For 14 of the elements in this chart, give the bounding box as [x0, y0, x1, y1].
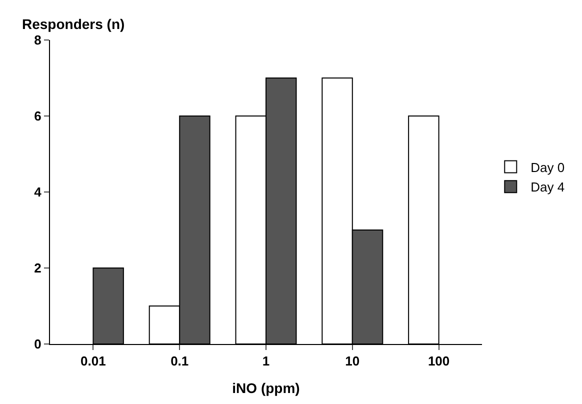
y-axis-title: Responders (n) — [22, 16, 125, 32]
y-tick-label: 2 — [34, 260, 42, 276]
y-tick-label: 6 — [34, 108, 42, 124]
x-tick-label: 1 — [262, 354, 270, 369]
x-tick-label: 0.01 — [80, 354, 106, 369]
legend-label: Day 0 — [530, 160, 565, 175]
y-tick-label: 4 — [34, 184, 42, 200]
x-tick-label: 100 — [428, 354, 450, 369]
y-tick-label: 8 — [34, 32, 42, 48]
x-tick-label: 10 — [345, 354, 360, 369]
legend-label: Day 4 — [530, 180, 565, 195]
x-axis-title: iNO (ppm) — [232, 380, 300, 396]
y-tick-label: 0 — [34, 336, 42, 352]
x-tick-label: 0.1 — [170, 354, 189, 369]
